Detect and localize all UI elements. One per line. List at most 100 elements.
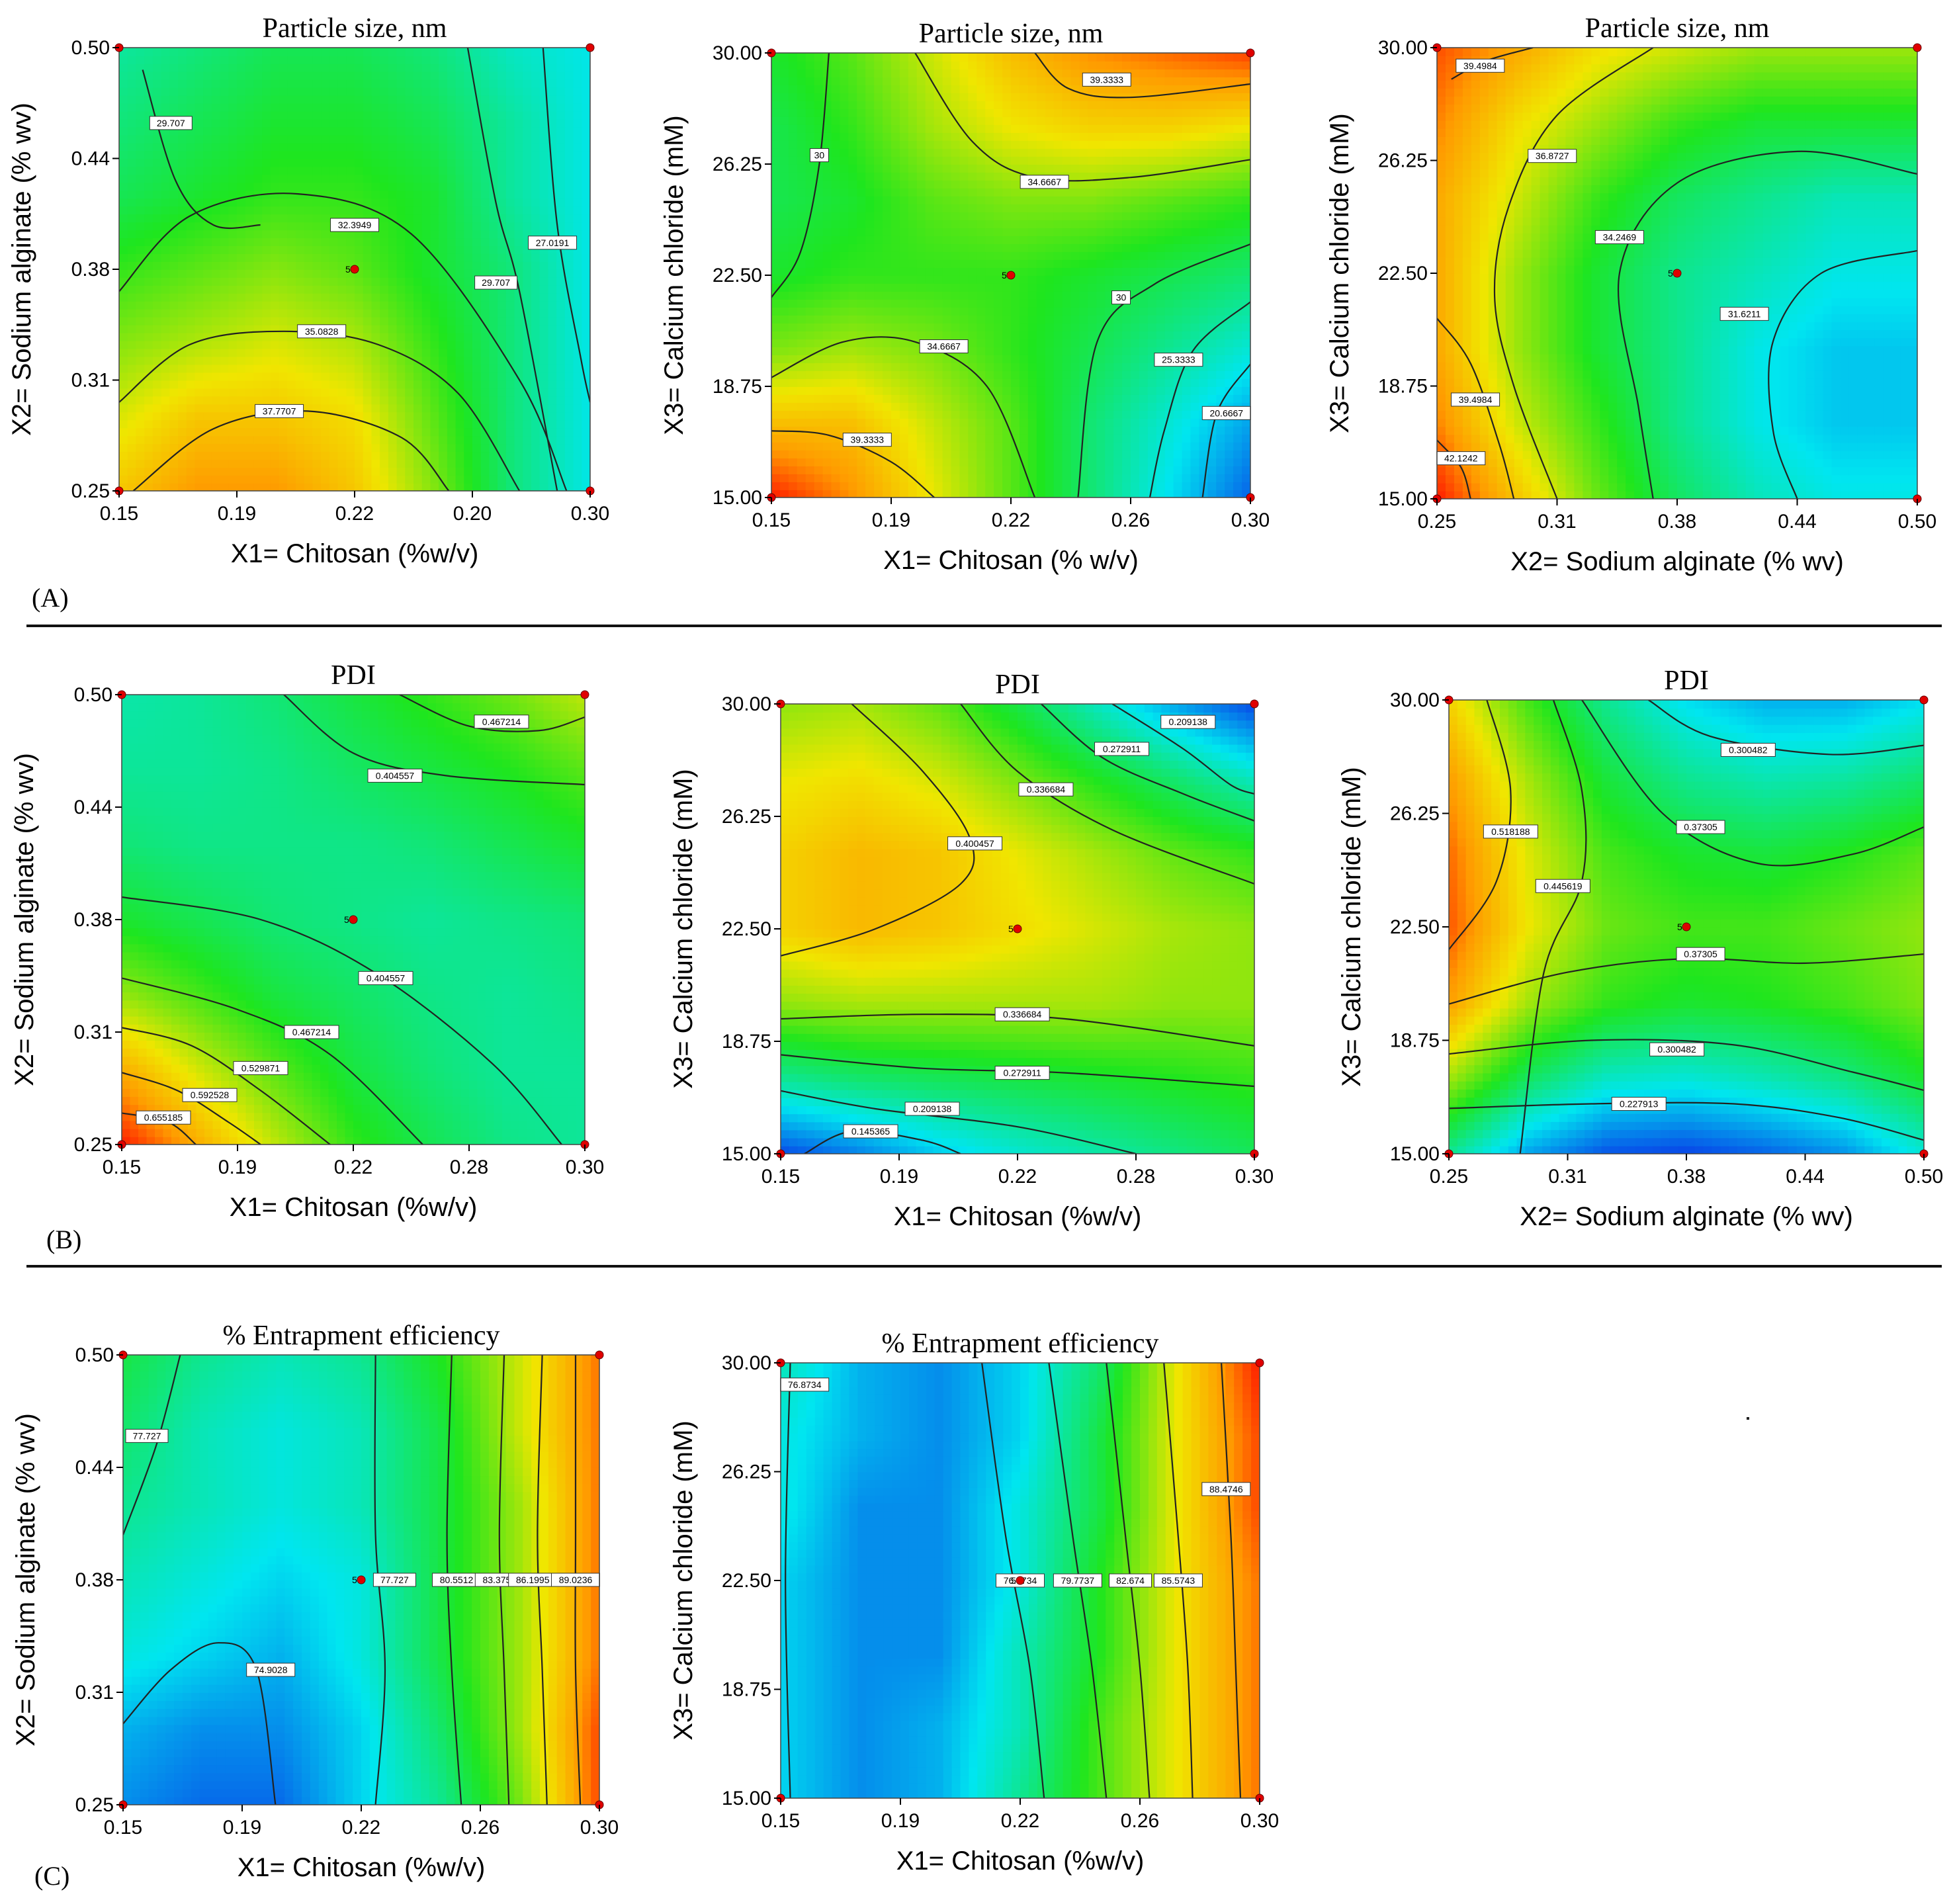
heat-cell [582, 158, 590, 167]
heat-cell [296, 158, 305, 167]
heat-cell [942, 283, 952, 292]
heat-cell [220, 190, 230, 199]
heat-cell [396, 261, 406, 270]
heat-cell [1088, 434, 1098, 443]
heat-cell [1096, 259, 1106, 268]
heat-cell [321, 63, 330, 72]
heat-cell [531, 380, 541, 389]
heat-cell [1019, 426, 1029, 435]
heat-cell [489, 380, 499, 389]
heat-cell [195, 245, 204, 254]
heat-cell [329, 348, 339, 357]
heat-cell [1096, 307, 1106, 316]
heat-cell [144, 300, 153, 310]
heat-cell [329, 467, 339, 476]
heat-cell [287, 356, 296, 365]
heat-cell [1199, 386, 1209, 395]
chart-a2: 3034.666739.333334.666739.33333025.33332… [660, 19, 1270, 575]
heat-cell [396, 459, 406, 468]
heat-cell [161, 435, 171, 445]
heat-cell [430, 103, 440, 112]
heat-cell [355, 134, 364, 144]
heat-cell [245, 150, 255, 159]
heat-cell [959, 450, 969, 458]
heat-cell [925, 307, 935, 316]
heat-cell [564, 63, 574, 72]
heat-cell [899, 236, 909, 244]
heat-cell [119, 222, 128, 231]
heat-cell [891, 363, 900, 371]
heat-cell [464, 245, 473, 254]
heat-cell [405, 158, 414, 167]
heat-cell [985, 299, 995, 308]
heat-cell [1088, 267, 1098, 276]
heat-cell [371, 380, 381, 389]
heat-cell [472, 475, 482, 484]
heat-cell [287, 118, 296, 128]
heat-cell [119, 55, 128, 64]
heat-cell [1096, 370, 1106, 379]
heat-cell [489, 324, 499, 333]
heat-cell [228, 340, 238, 349]
heat-cell [279, 214, 288, 223]
heat-cell [539, 110, 549, 120]
heat-cell [279, 103, 288, 112]
heat-cell [136, 134, 146, 144]
heat-cell [994, 299, 1003, 308]
heat-cell [253, 435, 263, 445]
heat-cell [211, 174, 221, 183]
heat-cell [1011, 386, 1020, 395]
heat-cell [840, 363, 849, 371]
heat-cell [304, 308, 314, 318]
heat-cell [337, 63, 347, 72]
heat-cell [1070, 275, 1080, 284]
heat-cell [1190, 386, 1200, 395]
heat-cell [161, 134, 171, 144]
heat-cell [1216, 267, 1226, 276]
heat-cell [840, 370, 849, 379]
heat-cell [195, 316, 204, 325]
heat-cell [237, 364, 246, 373]
heat-cell [136, 411, 146, 421]
heat-cell [1079, 259, 1089, 268]
heat-cell [548, 48, 558, 56]
heat-cell [531, 332, 541, 341]
heat-cell [899, 386, 909, 395]
heat-cell [959, 267, 969, 276]
heat-cell [337, 396, 347, 405]
heat-cell [279, 118, 288, 128]
heat-cell [337, 467, 347, 476]
heat-cell [480, 404, 490, 413]
heat-cell [287, 475, 296, 484]
heat-cell [564, 150, 574, 159]
heat-cell [152, 48, 162, 56]
heat-cell [1070, 363, 1080, 371]
heat-cell [1242, 347, 1250, 355]
heat-cell [203, 166, 212, 175]
heat-cell [220, 71, 230, 80]
heat-cell [1053, 378, 1063, 387]
heat-cell [287, 419, 296, 429]
heat-cell [498, 166, 507, 175]
heat-cell [1139, 323, 1149, 331]
heat-cell [1105, 458, 1115, 466]
heat-cell [848, 236, 858, 244]
heat-cell [840, 283, 849, 292]
heat-cell [908, 434, 918, 443]
heat-cell [968, 291, 978, 300]
heat-cell [916, 315, 926, 324]
heat-cell [1182, 490, 1192, 498]
heat-cell [564, 118, 574, 128]
heat-cell [480, 300, 490, 310]
heat-cell [304, 483, 314, 491]
heat-cell [472, 142, 482, 151]
heat-cell [977, 402, 986, 411]
heat-cell [1242, 442, 1250, 451]
heat-cell [985, 490, 995, 498]
heat-cell [329, 396, 339, 405]
heat-cell [136, 277, 146, 286]
heat-cell [951, 474, 961, 482]
heat-cell [228, 467, 238, 476]
heat-cell [564, 419, 574, 429]
heat-cell [1019, 434, 1029, 443]
